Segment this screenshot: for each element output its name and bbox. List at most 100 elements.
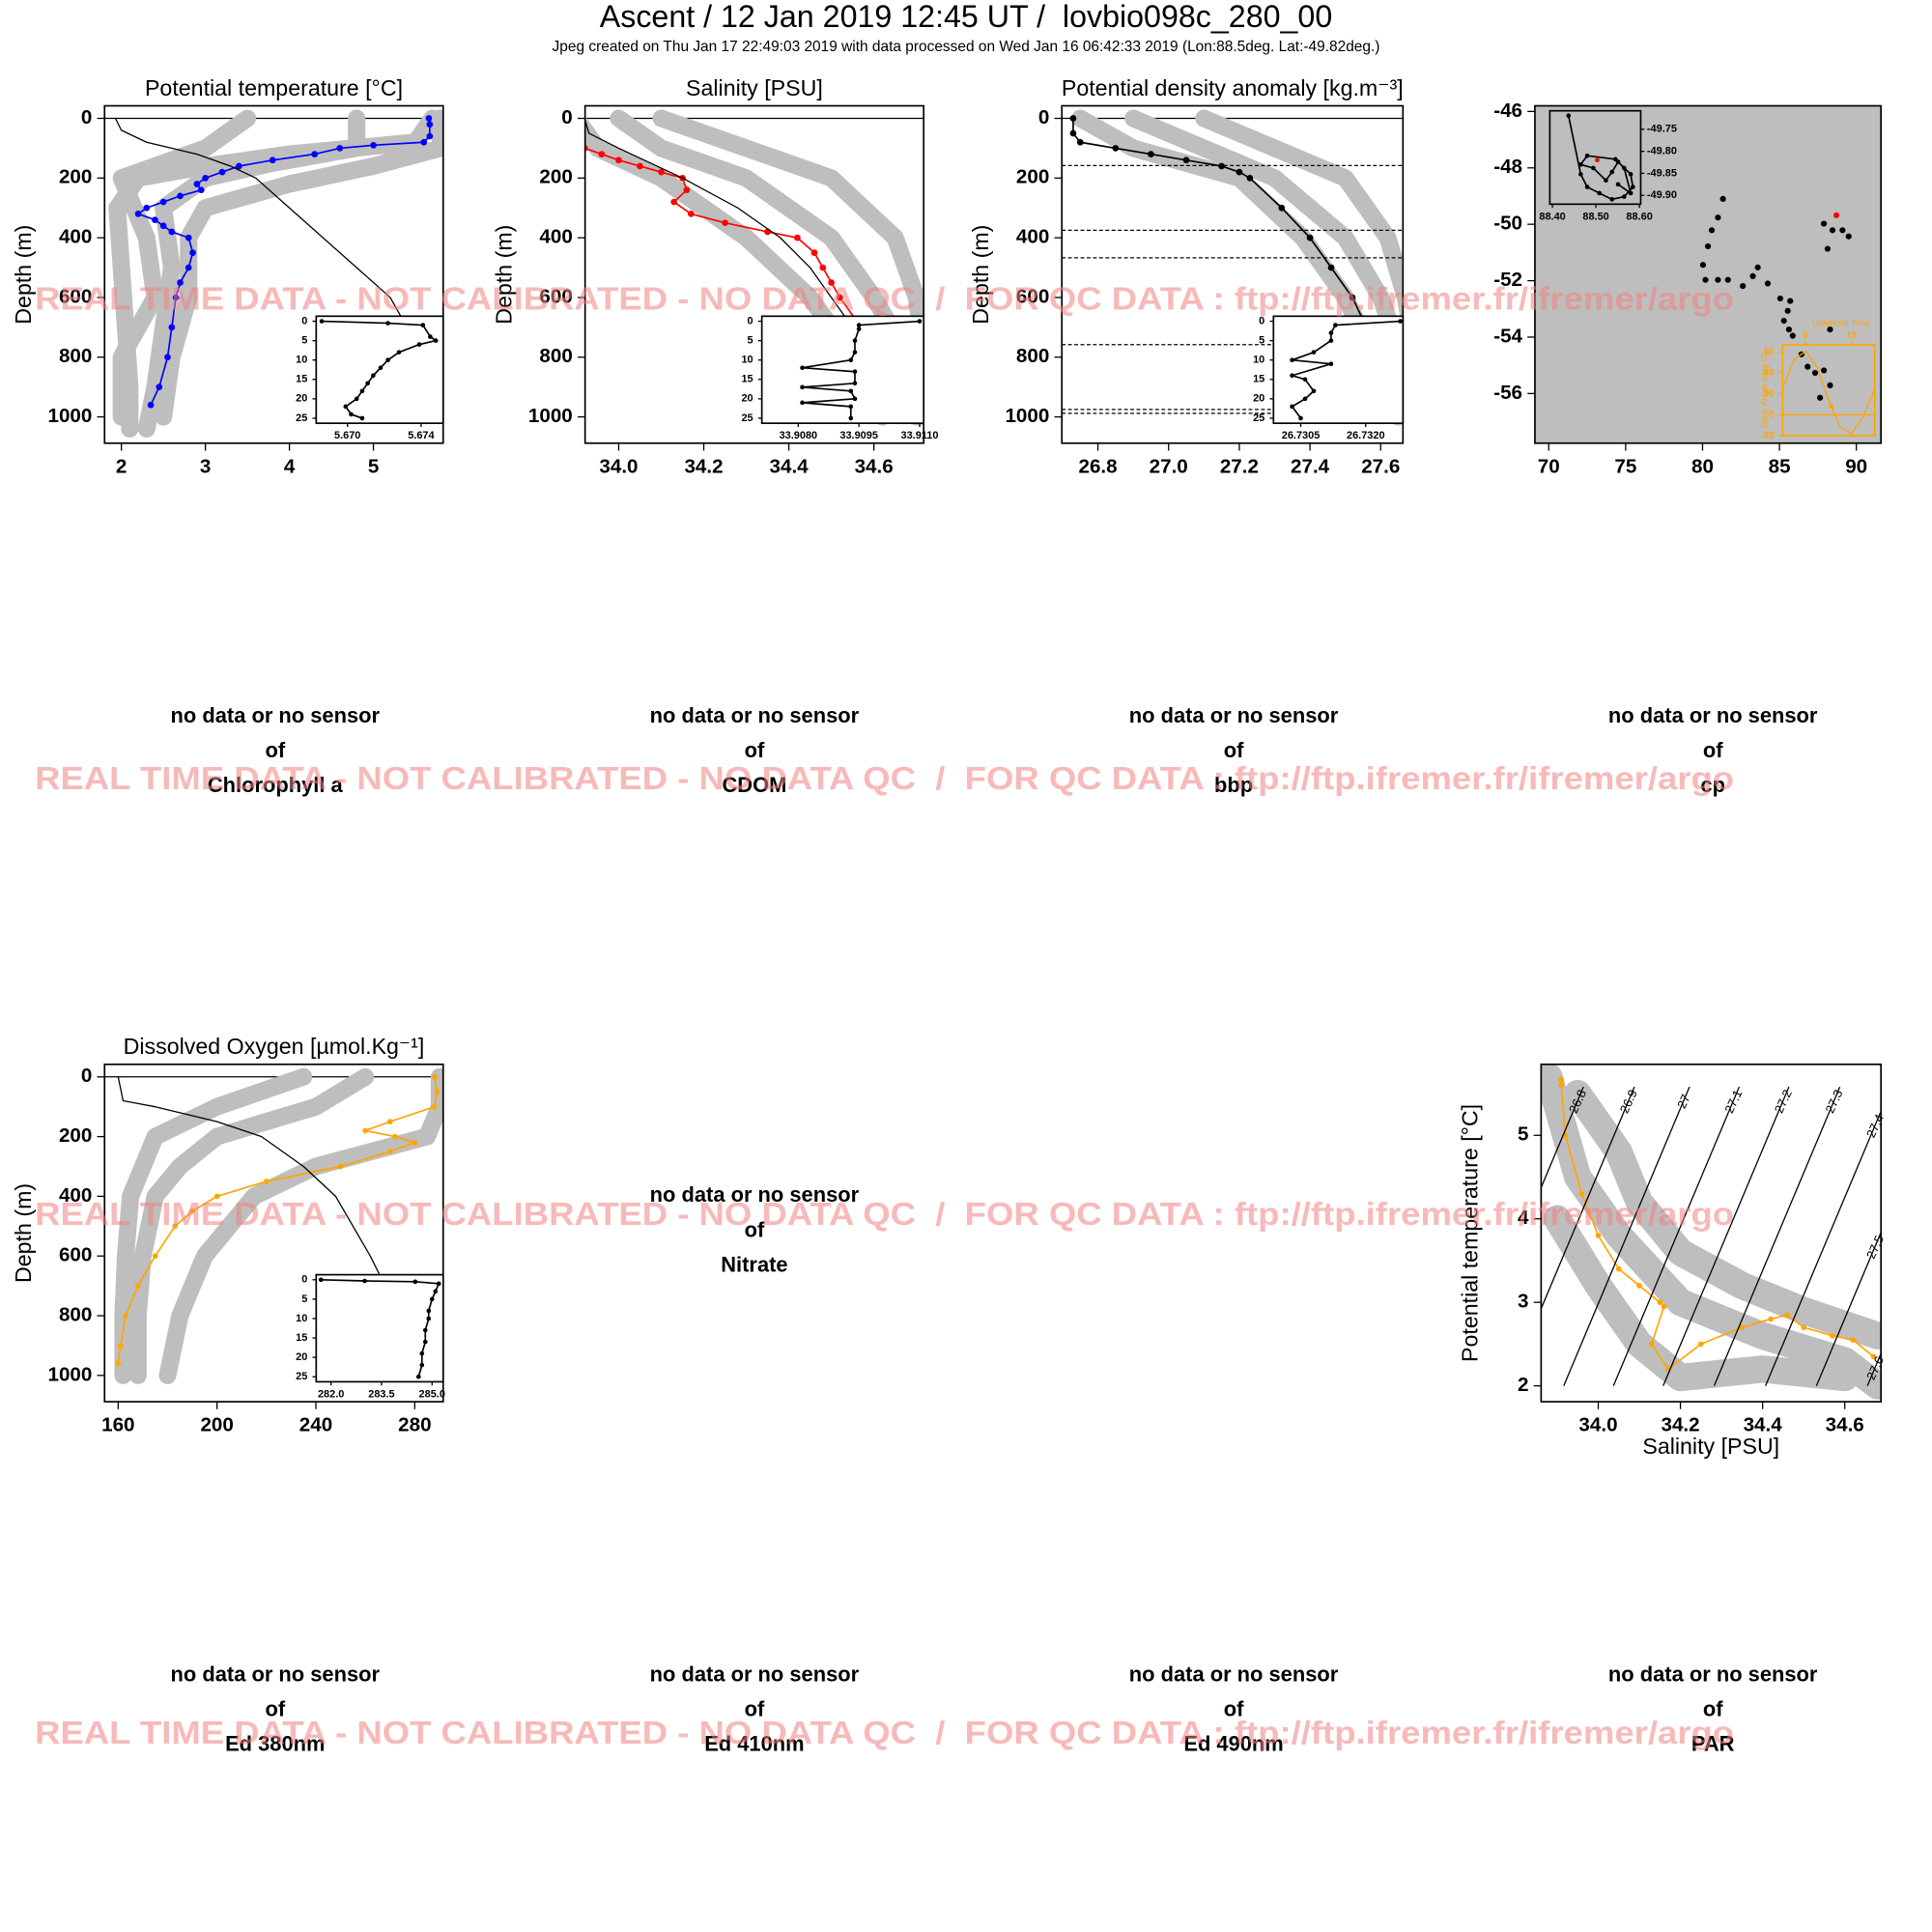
y-tick-label: 3 bbox=[1518, 1291, 1528, 1313]
data-point bbox=[848, 357, 854, 363]
no-data-of: of bbox=[1224, 1696, 1244, 1720]
chart-title: Salinity [PSU] bbox=[686, 75, 823, 100]
data-point bbox=[123, 1313, 128, 1319]
plot-area bbox=[1541, 1064, 1882, 1400]
data-point bbox=[371, 373, 376, 379]
data-point bbox=[159, 222, 167, 230]
data-point bbox=[412, 1279, 418, 1285]
data-point bbox=[1715, 276, 1721, 283]
isopycnal bbox=[1662, 1086, 1790, 1386]
sensor-name: Nitrate bbox=[721, 1252, 787, 1276]
y-tick-label: 5 bbox=[301, 335, 307, 347]
data-point bbox=[1290, 373, 1294, 379]
y-tick-label: 0 bbox=[81, 106, 92, 128]
x-tick-label: 200 bbox=[200, 1414, 233, 1436]
data-point bbox=[1069, 129, 1077, 137]
sensor-name: Ed 410nm bbox=[704, 1731, 804, 1755]
y-tick-label: 20 bbox=[1764, 388, 1775, 399]
data-point bbox=[1311, 350, 1317, 355]
plot-area bbox=[1699, 195, 1852, 401]
data-point bbox=[598, 151, 606, 157]
x-tick-label: 18 bbox=[1847, 330, 1858, 341]
data-point bbox=[1595, 1233, 1602, 1238]
data-point bbox=[1578, 1190, 1585, 1197]
plot-area bbox=[1566, 113, 1635, 202]
no-data-message: no data or no sensor bbox=[171, 1662, 381, 1686]
data-point bbox=[134, 1283, 141, 1289]
data-point bbox=[428, 334, 433, 339]
data-point bbox=[1839, 227, 1846, 234]
x-tick-label: 27.0 bbox=[1150, 455, 1188, 477]
data-point bbox=[164, 354, 171, 361]
plot-frame bbox=[1548, 109, 1642, 206]
plot-area bbox=[318, 1277, 441, 1379]
data-point bbox=[1785, 326, 1793, 333]
data-point bbox=[362, 1278, 367, 1284]
historical-profiles bbox=[128, 1067, 375, 1384]
data-point bbox=[852, 396, 858, 402]
y-tick-label: 400 bbox=[59, 226, 92, 248]
x-tick-label: 80 bbox=[1691, 455, 1714, 477]
no-data-of: of bbox=[1703, 1696, 1723, 1720]
data-point bbox=[1069, 115, 1077, 122]
data-point bbox=[800, 400, 805, 406]
y-tick-label: 40 bbox=[1764, 368, 1775, 379]
data-point bbox=[419, 1350, 425, 1356]
data-point bbox=[1558, 1082, 1565, 1089]
y-tick-label: 10 bbox=[296, 355, 307, 366]
y-tick-label: 200 bbox=[59, 166, 92, 188]
data-point bbox=[856, 327, 862, 331]
data-point bbox=[794, 234, 801, 242]
y-tick-label: 2 bbox=[1518, 1374, 1528, 1396]
data-point bbox=[118, 1343, 124, 1349]
sensor-name: bbp bbox=[1214, 773, 1253, 797]
isopycnal bbox=[1541, 1086, 1635, 1311]
chart-title: Potential density anomaly [kg.m⁻³] bbox=[1062, 75, 1404, 100]
no-data-of: of bbox=[265, 738, 285, 762]
data-point bbox=[1749, 272, 1756, 279]
data-point bbox=[1829, 227, 1836, 234]
data-point bbox=[848, 388, 854, 394]
x-tick-label: 70 bbox=[1538, 455, 1560, 477]
data-point bbox=[189, 249, 196, 256]
data-point bbox=[1597, 190, 1603, 196]
data-point bbox=[415, 1374, 421, 1379]
y-tick-label: -49.85 bbox=[1647, 167, 1677, 179]
y-tick-label: 400 bbox=[59, 1184, 92, 1207]
y-tick-label: 5 bbox=[1518, 1123, 1528, 1146]
watermark: REAL TIME DATA - NOT CALIBRATED - NO DAT… bbox=[35, 1716, 1734, 1751]
x-tick-label: 26.7320 bbox=[1347, 430, 1385, 441]
data-point bbox=[1595, 157, 1600, 163]
y-tick-label: 10 bbox=[1253, 355, 1264, 366]
sensor-name: Ed 490nm bbox=[1183, 1731, 1283, 1755]
y-tick-label: 1000 bbox=[1005, 405, 1049, 427]
data-point bbox=[1578, 172, 1583, 177]
x-tick-label: 26.8 bbox=[1078, 455, 1117, 477]
data-point bbox=[392, 1133, 398, 1140]
isopycnal bbox=[1612, 1086, 1740, 1386]
data-point bbox=[378, 365, 384, 371]
data-point bbox=[433, 1289, 439, 1294]
x-tick-label: 3 bbox=[200, 455, 211, 477]
data-point bbox=[722, 219, 728, 227]
y-tick-label: 0 bbox=[301, 315, 307, 327]
y-axis-label: Solar Angle (deg C) bbox=[1760, 353, 1770, 429]
y-tick-label: 400 bbox=[1016, 226, 1049, 248]
no-data-message: no data or no sensor bbox=[171, 703, 381, 727]
plot-frame bbox=[103, 104, 444, 444]
data-point bbox=[1833, 212, 1840, 218]
x-tick-label: 5 bbox=[368, 455, 379, 477]
data-point bbox=[1708, 227, 1716, 234]
data-point bbox=[185, 234, 192, 242]
x-tick-label: 88.40 bbox=[1539, 211, 1565, 222]
x-tick-label: 90 bbox=[1845, 455, 1867, 477]
y-axis-label: Depth (m) bbox=[11, 225, 36, 325]
data-point bbox=[134, 211, 142, 217]
data-point bbox=[431, 1073, 438, 1080]
data-point bbox=[1661, 1303, 1667, 1310]
data-point bbox=[1821, 367, 1828, 374]
data-point bbox=[431, 1103, 438, 1110]
data-point bbox=[236, 162, 242, 170]
data-point bbox=[1764, 280, 1772, 287]
x-tick-label: 34.2 bbox=[684, 455, 723, 477]
